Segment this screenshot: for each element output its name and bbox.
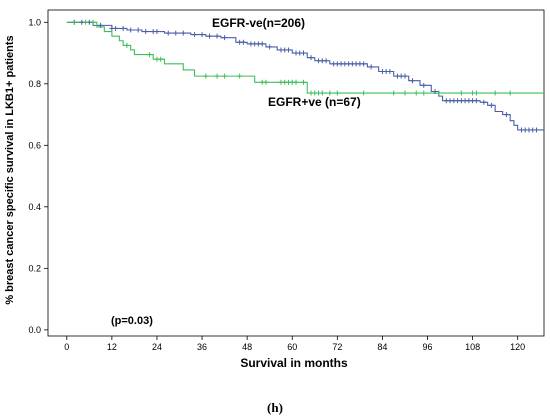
censor-mark xyxy=(237,73,243,79)
censor-mark xyxy=(199,32,205,38)
censor-mark xyxy=(507,90,513,96)
y-tick-label: 0.8 xyxy=(28,79,41,89)
censor-mark xyxy=(293,79,299,85)
censor-mark xyxy=(120,25,126,31)
censor-mark xyxy=(192,32,198,38)
x-tick-label: 48 xyxy=(242,342,252,352)
censor-mark xyxy=(301,79,307,85)
censor-mark xyxy=(146,52,152,58)
censor-mark xyxy=(135,27,141,33)
censor-mark xyxy=(368,64,374,70)
y-tick-label: 0.4 xyxy=(28,202,41,212)
x-tick-label: 120 xyxy=(510,342,525,352)
censor-mark xyxy=(458,90,464,96)
censor-mark xyxy=(180,30,186,36)
censor-mark xyxy=(203,73,209,79)
censor-mark xyxy=(481,99,487,105)
censor-mark xyxy=(492,90,498,96)
series-label-egfr-negative: EGFR-ve(n=206) xyxy=(212,16,305,30)
x-tick-label: 24 xyxy=(152,342,162,352)
censor-mark xyxy=(124,42,130,48)
censor-mark xyxy=(285,47,291,53)
censor-mark xyxy=(421,82,427,88)
censor-mark xyxy=(154,29,160,35)
censor-mark xyxy=(361,90,367,96)
censor-mark xyxy=(432,89,438,94)
y-tick-label: 0.0 xyxy=(28,325,41,335)
censor-mark xyxy=(240,39,246,45)
y-tick-label: 0.2 xyxy=(28,263,41,273)
censor-mark xyxy=(436,90,442,96)
x-tick-label: 72 xyxy=(332,342,342,352)
x-tick-label: 84 xyxy=(377,342,387,352)
x-tick-label: 108 xyxy=(465,342,480,352)
censor-mark xyxy=(402,73,408,79)
x-axis-title: Survival in months xyxy=(240,356,348,370)
x-axis-ticks: 0 12 24 36 48 60 72 84 96 108 120 xyxy=(64,336,525,352)
censor-mark xyxy=(533,127,539,133)
censor-mark xyxy=(71,19,77,25)
censor-mark xyxy=(409,78,415,84)
censor-mark xyxy=(98,22,104,28)
censor-mark xyxy=(421,90,427,96)
figure-caption: (h) xyxy=(267,400,283,415)
y-axis-ticks: 0.0 0.2 0.4 0.6 0.8 1.0 xyxy=(28,17,48,335)
censor-mark xyxy=(413,90,419,96)
x-tick-label: 0 xyxy=(64,342,69,352)
censor-layer xyxy=(71,19,539,133)
p-value-annotation: (p=0.03) xyxy=(111,315,153,327)
censor-mark xyxy=(391,90,397,96)
censor-mark xyxy=(301,50,307,56)
censor-mark xyxy=(319,90,325,96)
censor-mark xyxy=(222,73,228,79)
censor-mark xyxy=(488,102,494,108)
censor-mark xyxy=(387,69,393,75)
censor-mark xyxy=(173,30,179,36)
censor-mark xyxy=(128,27,134,33)
y-tick-label: 0.6 xyxy=(28,140,41,150)
censor-mark xyxy=(83,19,89,25)
censor-mark xyxy=(361,61,367,67)
censor-mark xyxy=(259,41,265,47)
x-tick-label: 12 xyxy=(107,342,117,352)
censor-mark xyxy=(323,58,329,64)
censor-mark xyxy=(207,33,213,39)
censor-mark xyxy=(263,79,269,85)
x-tick-label: 60 xyxy=(287,342,297,352)
censor-mark xyxy=(267,44,273,50)
plot-frame xyxy=(47,9,545,337)
censor-mark xyxy=(214,73,220,79)
censor-mark xyxy=(402,90,408,96)
censor-mark xyxy=(503,112,509,118)
censor-mark xyxy=(158,56,164,62)
censor-mark xyxy=(143,29,149,35)
series-label-egfr-positive: EGFR+ve (n=67) xyxy=(268,95,361,109)
censor-mark xyxy=(214,33,220,39)
censor-mark xyxy=(334,90,340,96)
censor-mark xyxy=(222,35,228,41)
censor-mark xyxy=(473,98,479,104)
censor-mark xyxy=(90,19,96,25)
y-tick-label: 1.0 xyxy=(28,17,41,27)
y-axis-title: % breast cancer specific survival in LKB… xyxy=(4,35,16,304)
censor-mark xyxy=(113,25,119,31)
censor-mark xyxy=(473,90,479,96)
plot-area: 0.0 0.2 0.4 0.6 0.8 1.0 0 12 24 36 48 60 72 84 96 108 1… xyxy=(28,9,545,352)
x-tick-label: 96 xyxy=(423,342,433,352)
censor-mark xyxy=(165,30,171,36)
x-tick-label: 36 xyxy=(197,342,207,352)
censor-mark xyxy=(327,90,333,96)
censor-mark xyxy=(308,55,314,61)
